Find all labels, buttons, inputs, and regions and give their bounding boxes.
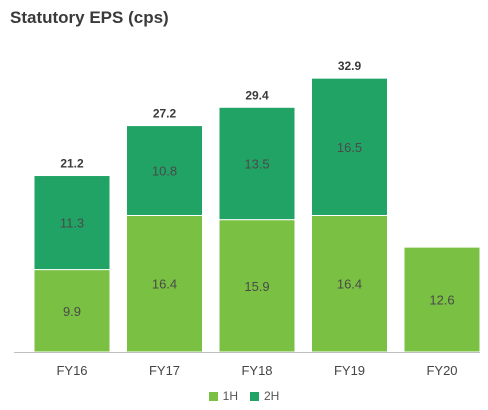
bar-fy16-2h: [33, 175, 111, 271]
legend: 1H 2H: [0, 389, 488, 403]
data-label-fy16-2h: 11.3: [60, 216, 84, 231]
chart-title: Statutory EPS (cps): [10, 8, 169, 27]
data-label-fy17-1h: 16.4: [152, 277, 177, 292]
data-label-fy18-2h: 13.5: [244, 156, 269, 171]
x-tick-label-fy18: FY18: [241, 363, 272, 378]
total-label-fy17: 27.2: [153, 107, 177, 121]
data-label-fy19-1h: 16.4: [337, 277, 362, 292]
legend-swatch-2h: [250, 391, 259, 401]
x-tick-label-fy17: FY17: [149, 363, 180, 378]
x-tick-label-fy20: FY20: [426, 363, 457, 378]
x-tick-label-fy16: FY16: [56, 363, 87, 378]
bar-fy17-1h: [126, 214, 203, 353]
plot-area: 9.9 11.3 21.2 FY16 16.4 10.8 27.2 FY17 15.9 13.5 2…: [14, 59, 481, 378]
legend-item-2h: 2H: [250, 389, 279, 403]
data-label-fy17-2h: 10.8: [152, 164, 177, 179]
data-label-fy20-1h: 12.6: [429, 293, 454, 308]
bar-fy18-2h: [218, 106, 296, 221]
legend-swatch-1h: [208, 391, 218, 401]
total-label-fy18: 29.4: [245, 88, 269, 102]
data-label-fy18-1h: 15.9: [244, 279, 269, 294]
legend-label-2h: 2H: [264, 389, 280, 403]
x-tick-label-fy19: FY19: [334, 363, 365, 378]
legend-item-1h: 1H: [208, 389, 238, 403]
legend-label-1h: 1H: [222, 389, 238, 403]
bar-fy17-2h: [126, 125, 203, 216]
bar-fy20-1h: [403, 246, 481, 353]
bar-fy19-2h: [311, 77, 388, 216]
total-label-fy19: 32.9: [338, 59, 362, 73]
total-label-fy16: 21.2: [60, 157, 84, 171]
bar-fy19-1h: [311, 214, 388, 353]
bar-fy16-1h: [33, 269, 111, 353]
data-label-fy19-2h: 16.5: [337, 140, 362, 155]
data-label-fy16-1h: 9.9: [63, 304, 81, 319]
